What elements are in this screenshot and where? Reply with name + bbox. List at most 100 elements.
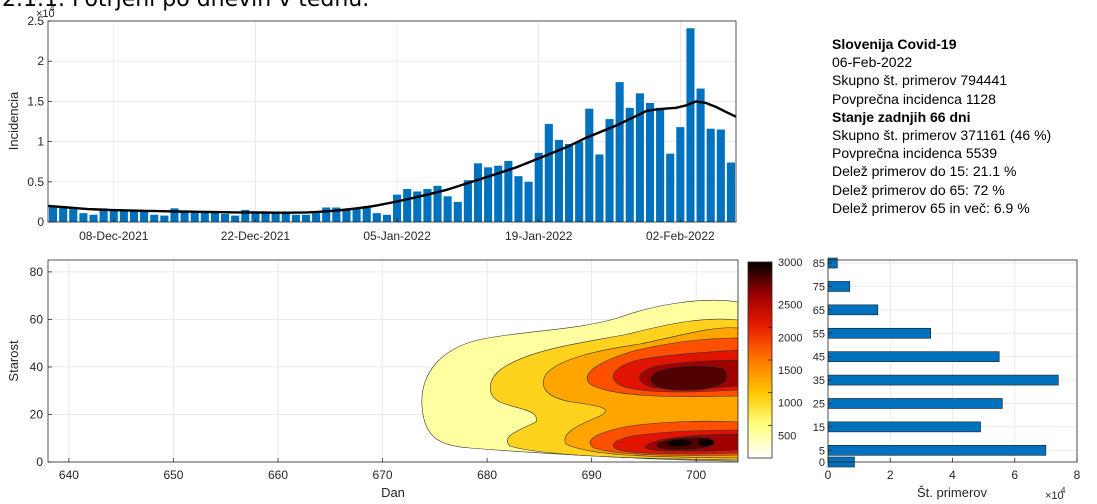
incidence-bar-chart: 0 0.5 1 1.5 2 2.5 08-Dec-2021 22-Dec-2021 05-Ja… xyxy=(6,4,737,243)
contour-fills xyxy=(421,299,738,462)
y-tick-label: 2 xyxy=(37,54,44,68)
x-tick-label: 640 xyxy=(59,468,79,482)
colorbar-tick-label: 2000 xyxy=(778,332,802,344)
contour-level-8 xyxy=(667,438,714,447)
bar xyxy=(544,123,553,222)
y-tick-label: 65 xyxy=(813,305,825,317)
bar xyxy=(89,214,98,222)
x-tick-label: 19-Jan-2022 xyxy=(505,229,573,243)
bar xyxy=(514,176,523,222)
y-tick-label: 15 xyxy=(813,422,825,434)
bar xyxy=(676,127,685,222)
x-tick-label: 650 xyxy=(163,468,183,482)
age-bar-chart: 0 2 4 6 8 05 15 25 35 45 55 65 75 85 Št. primerov ×1… xyxy=(813,257,1081,502)
bar xyxy=(615,82,624,222)
x-axis-exponent: ×10 xyxy=(1045,490,1064,502)
bar xyxy=(494,165,503,222)
y-axis-label: Starost xyxy=(6,340,21,382)
bar xyxy=(625,107,634,222)
info-recent-average: Povprečna incidenca 5539 xyxy=(832,145,998,162)
colorbar-ticks: 500 1000 1500 2000 2500 3000 xyxy=(768,257,802,442)
bar xyxy=(473,163,483,222)
y-tick-label: 25 xyxy=(813,398,825,410)
colorbar-tick-label: 2500 xyxy=(778,300,802,312)
bar xyxy=(140,211,149,222)
bar xyxy=(827,444,1047,456)
bar xyxy=(190,211,199,222)
trend-line xyxy=(47,100,737,214)
y-tick-label: 20 xyxy=(30,407,44,421)
bar xyxy=(291,214,300,222)
x-tick-label: 08-Dec-2021 xyxy=(79,229,149,243)
bar xyxy=(210,211,219,222)
bar xyxy=(170,208,179,222)
x-tick-label: 6 xyxy=(1011,468,1018,482)
y-tick-label: 0.5 xyxy=(27,175,44,189)
bar xyxy=(241,209,250,222)
y-ticks: 0 20 40 60 80 xyxy=(30,265,52,469)
bar xyxy=(129,210,139,222)
bar xyxy=(109,209,118,222)
bar xyxy=(99,208,108,222)
y-axis-exponent: ×10 xyxy=(36,8,55,20)
bar xyxy=(322,207,331,222)
bar xyxy=(827,421,981,433)
bar xyxy=(403,189,412,222)
info-panel: Slovenija Covid-19 06-Feb-2022 Skupno št… xyxy=(832,35,1051,217)
colorbar-tick-label: 3000 xyxy=(778,257,802,269)
bar xyxy=(484,167,493,222)
section-heading: 2.1.1. Potrjeni po dnevih v tednu. xyxy=(2,0,369,12)
bar xyxy=(221,213,230,222)
bar xyxy=(423,189,432,222)
bar xyxy=(443,196,452,222)
bar xyxy=(827,374,1059,386)
bar xyxy=(362,207,371,222)
x-tick-label: 02-Feb-2022 xyxy=(646,229,715,243)
y-axis-exponent-power: 4 xyxy=(50,4,55,13)
info-recent-title: Stanje zadnjih 66 dni xyxy=(832,108,971,125)
x-tick-label: 660 xyxy=(268,468,288,482)
y-tick-label: 1 xyxy=(37,135,44,149)
bar xyxy=(160,215,169,222)
bar xyxy=(271,213,280,222)
bar xyxy=(666,153,675,222)
bar xyxy=(393,194,402,222)
bar xyxy=(261,212,270,222)
y-tick-label: 40 xyxy=(30,360,44,374)
bar xyxy=(332,207,341,222)
bar xyxy=(433,185,442,222)
bar xyxy=(382,214,391,222)
bar xyxy=(726,162,735,222)
bar xyxy=(281,212,290,222)
x-tick-label: 2 xyxy=(887,468,894,482)
x-tick-label: 05-Jan-2022 xyxy=(363,229,431,243)
bar xyxy=(827,304,879,316)
bar xyxy=(231,215,240,222)
bar xyxy=(635,93,644,222)
y-tick-label: 1.5 xyxy=(27,94,44,108)
bar xyxy=(49,205,58,222)
bar xyxy=(312,213,321,222)
bar xyxy=(251,212,260,222)
x-axis-label: Št. primerov xyxy=(917,485,988,500)
y-axis-label: Incidencia xyxy=(6,91,21,150)
bar xyxy=(119,210,128,222)
bar xyxy=(827,327,932,339)
bar xyxy=(706,128,715,222)
bar xyxy=(534,152,543,222)
bar xyxy=(79,213,88,222)
x-ticks: 08-Dec-2021 22-Dec-2021 05-Jan-2022 19-Jan-… xyxy=(79,218,715,243)
bar xyxy=(656,107,665,222)
bar xyxy=(605,119,614,222)
x-tick-label: 700 xyxy=(686,468,706,482)
y-tick-label: 75 xyxy=(813,281,825,293)
colorbar-tick-label: 1000 xyxy=(778,398,802,410)
bar xyxy=(554,139,563,222)
info-date: 06-Feb-2022 xyxy=(832,54,913,71)
bars xyxy=(49,28,735,223)
plot-frame xyxy=(47,20,737,223)
x-ticks: 0 2 4 6 8 xyxy=(825,458,1081,482)
bar xyxy=(686,28,695,223)
bar xyxy=(827,398,1003,409)
info-average: Povprečna incidenca 1128 xyxy=(832,90,996,107)
